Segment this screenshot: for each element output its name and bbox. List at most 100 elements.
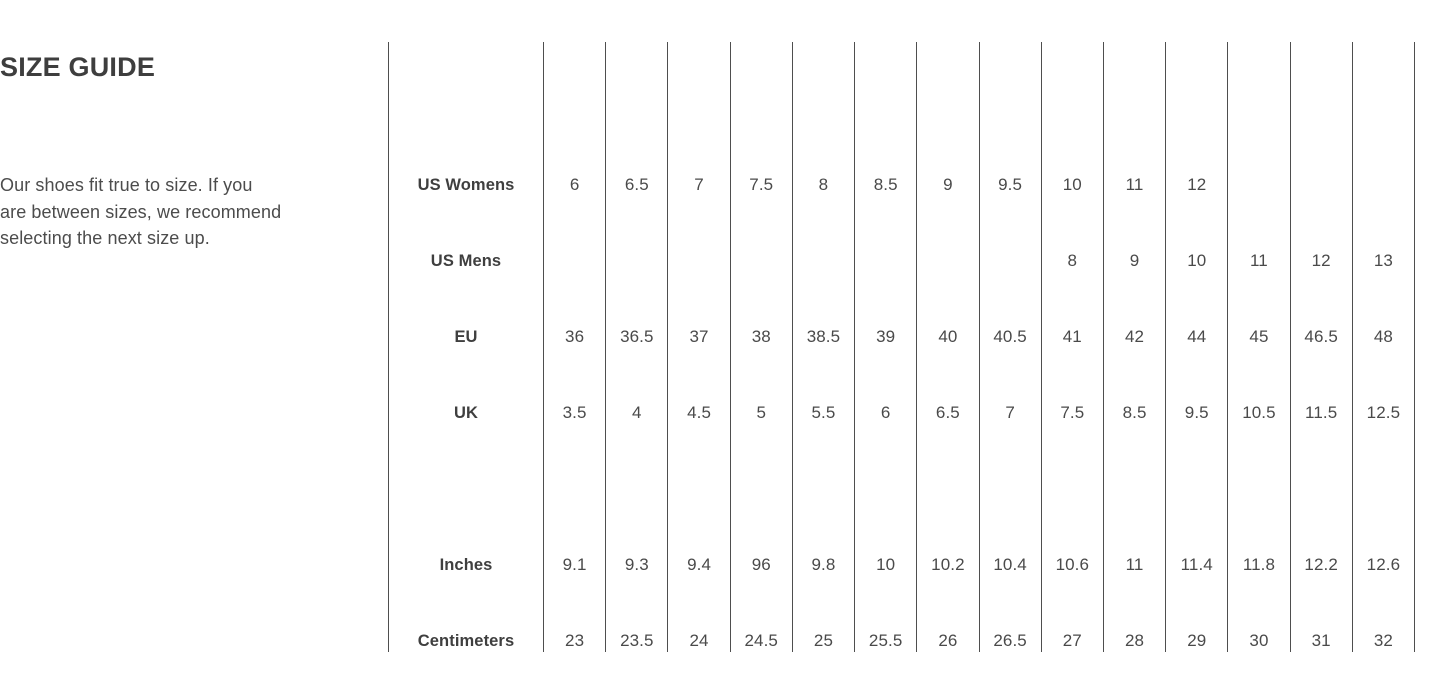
size-cell: 7.5 bbox=[1040, 375, 1103, 451]
table-gap-cell bbox=[667, 451, 729, 527]
row-label-eu: EU bbox=[454, 327, 478, 346]
size-cell: 42 bbox=[1102, 299, 1165, 375]
table-header-spacer-cell bbox=[389, 42, 543, 147]
size-cell: 9.3 bbox=[605, 527, 667, 603]
table-header-spacer-cell bbox=[605, 42, 667, 147]
size-cell: 11.5 bbox=[1289, 375, 1352, 451]
size-guide-intro-panel: SIZE GUIDE Our shoes fit true to size. I… bbox=[0, 0, 372, 687]
table-gap-cell bbox=[1040, 451, 1103, 527]
table-gap-cell bbox=[1289, 451, 1352, 527]
table-header-spacer-cell bbox=[1165, 42, 1227, 147]
size-cell: 44 bbox=[1165, 299, 1227, 375]
size-cell bbox=[854, 223, 916, 299]
size-cell: 32 bbox=[1351, 603, 1414, 652]
size-cell: 8 bbox=[1040, 223, 1103, 299]
size-cell: 38 bbox=[729, 299, 792, 375]
size-cell: 30 bbox=[1227, 603, 1289, 652]
size-cell: 96 bbox=[729, 527, 792, 603]
size-cell: 25 bbox=[791, 603, 854, 652]
table-gap-cell bbox=[729, 451, 792, 527]
size-cell bbox=[791, 223, 854, 299]
size-cell: 48 bbox=[1351, 299, 1414, 375]
size-cell bbox=[543, 223, 605, 299]
page-title: SIZE GUIDE bbox=[0, 52, 156, 83]
description-line-2: are between sizes, we recommend bbox=[0, 201, 282, 222]
size-cell: 45 bbox=[1227, 299, 1289, 375]
size-cell: 12 bbox=[1165, 147, 1227, 223]
table-header-spacer-cell bbox=[1227, 42, 1289, 147]
size-cell: 10.5 bbox=[1227, 375, 1289, 451]
size-cell: 38.5 bbox=[791, 299, 854, 375]
size-cell: 27 bbox=[1040, 603, 1103, 652]
size-cell: 3.5 bbox=[543, 375, 605, 451]
size-cell bbox=[729, 223, 792, 299]
size-cell: 7 bbox=[978, 375, 1041, 451]
table-header-spacer-cell bbox=[854, 42, 916, 147]
table-gap-cell bbox=[916, 451, 978, 527]
size-cell: 10 bbox=[1040, 147, 1103, 223]
size-cell: 10.4 bbox=[978, 527, 1041, 603]
row-label-inches: Inches bbox=[439, 555, 493, 574]
table-header-spacer-cell bbox=[978, 42, 1041, 147]
size-cell: 36.5 bbox=[605, 299, 667, 375]
size-cell: 36 bbox=[543, 299, 605, 375]
size-cell: 9.4 bbox=[667, 527, 729, 603]
size-cell: 25.5 bbox=[854, 603, 916, 652]
size-cell: 9 bbox=[916, 147, 978, 223]
size-chart-table: US Womens 6 6.5 7 7.5 8 8.5 9 9.5 10 11 12 US Mens 8 9… bbox=[388, 42, 1415, 652]
size-cell: 31 bbox=[1289, 603, 1352, 652]
size-cell bbox=[667, 223, 729, 299]
size-cell: 8.5 bbox=[854, 147, 916, 223]
size-cell bbox=[1289, 147, 1352, 223]
table-gap-cell bbox=[978, 451, 1041, 527]
table-header-spacer-cell bbox=[916, 42, 978, 147]
size-cell: 5 bbox=[729, 375, 792, 451]
table-header-spacer-cell bbox=[667, 42, 729, 147]
size-cell: 37 bbox=[667, 299, 729, 375]
size-cell: 5.5 bbox=[791, 375, 854, 451]
size-cell: 6.5 bbox=[605, 147, 667, 223]
table-gap-cell bbox=[791, 451, 854, 527]
size-cell: 4 bbox=[605, 375, 667, 451]
table-gap-cell bbox=[1165, 451, 1227, 527]
table-header-spacer-cell bbox=[791, 42, 854, 147]
size-cell: 6 bbox=[543, 147, 605, 223]
table-header-spacer-cell bbox=[543, 42, 605, 147]
size-cell: 40 bbox=[916, 299, 978, 375]
size-cell: 9.5 bbox=[1165, 375, 1227, 451]
table-header-spacer-cell bbox=[1040, 42, 1103, 147]
row-label-us-womens: US Womens bbox=[417, 175, 515, 194]
row-label-us-mens: US Mens bbox=[430, 251, 502, 270]
size-cell: 9.5 bbox=[978, 147, 1041, 223]
size-cell: 11.4 bbox=[1165, 527, 1227, 603]
size-cell: 11 bbox=[1102, 147, 1165, 223]
size-cell bbox=[978, 223, 1041, 299]
size-cell: 12.6 bbox=[1351, 527, 1414, 603]
size-cell: 23.5 bbox=[605, 603, 667, 652]
size-cell bbox=[916, 223, 978, 299]
size-cell: 26 bbox=[916, 603, 978, 652]
size-cell: 6 bbox=[854, 375, 916, 451]
size-cell: 9 bbox=[1102, 223, 1165, 299]
row-label-uk: UK bbox=[453, 403, 479, 422]
table-gap-cell bbox=[543, 451, 605, 527]
size-cell: 40.5 bbox=[978, 299, 1041, 375]
size-cell: 28 bbox=[1102, 603, 1165, 652]
size-cell: 29 bbox=[1165, 603, 1227, 652]
size-cell: 8 bbox=[791, 147, 854, 223]
size-cell: 7 bbox=[667, 147, 729, 223]
description-line-1: Our shoes fit true to size. If you bbox=[0, 175, 253, 195]
size-cell: 10 bbox=[1165, 223, 1227, 299]
table-gap-cell bbox=[1351, 451, 1414, 527]
size-cell: 11.8 bbox=[1227, 527, 1289, 603]
table-gap-cell bbox=[389, 451, 543, 527]
size-guide-description: Our shoes fit true to size. If you are b… bbox=[0, 172, 281, 252]
size-cell: 13 bbox=[1351, 223, 1414, 299]
size-cell: 12.2 bbox=[1289, 527, 1352, 603]
table-header-spacer-cell bbox=[1289, 42, 1352, 147]
size-cell: 41 bbox=[1040, 299, 1103, 375]
size-cell: 39 bbox=[854, 299, 916, 375]
size-cell: 10.2 bbox=[916, 527, 978, 603]
size-cell: 10 bbox=[854, 527, 916, 603]
